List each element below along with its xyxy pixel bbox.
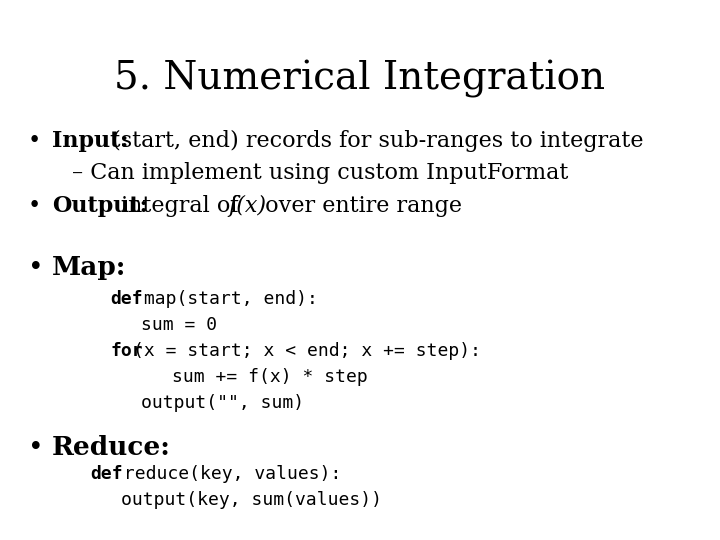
Text: reduce(key, values):: reduce(key, values): [114, 465, 342, 483]
Text: •: • [28, 130, 41, 152]
Text: map(start, end):: map(start, end): [133, 290, 318, 308]
Text: over entire range: over entire range [258, 195, 462, 217]
Text: output(key, sum(values)): output(key, sum(values)) [121, 491, 382, 509]
Text: Reduce:: Reduce: [52, 435, 171, 460]
Text: f(x): f(x) [228, 195, 266, 217]
Text: Map:: Map: [52, 255, 127, 280]
Text: – Can implement using custom InputFormat: – Can implement using custom InputFormat [72, 162, 568, 184]
Text: sum = 0: sum = 0 [141, 316, 217, 334]
Text: sum += f(x) * step: sum += f(x) * step [172, 368, 368, 386]
Text: •: • [28, 435, 44, 460]
Text: def: def [110, 290, 143, 308]
Text: integral of: integral of [114, 195, 246, 217]
Text: (x = start; x < end; x += step):: (x = start; x < end; x += step): [133, 342, 482, 360]
Text: •: • [28, 195, 41, 217]
Text: output("", sum): output("", sum) [141, 394, 305, 412]
Text: Output:: Output: [52, 195, 148, 217]
Text: •: • [28, 255, 44, 280]
Text: for: for [110, 342, 143, 360]
Text: 5. Numerical Integration: 5. Numerical Integration [114, 60, 606, 98]
Text: (start, end) records for sub-ranges to integrate: (start, end) records for sub-ranges to i… [105, 130, 643, 152]
Text: def: def [90, 465, 122, 483]
Text: Input:: Input: [52, 130, 128, 152]
